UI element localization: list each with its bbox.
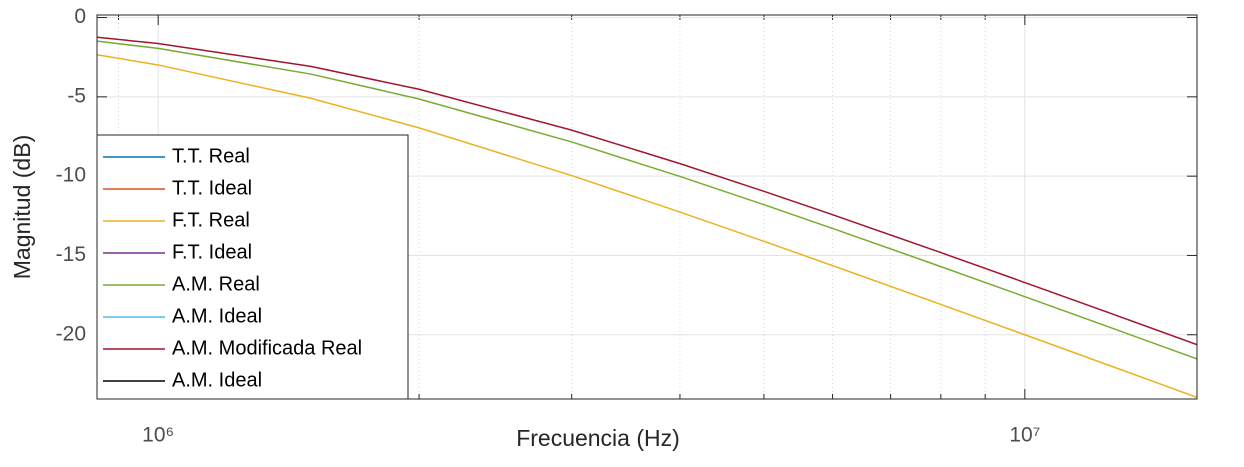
y-axis-label: Magnitud (dB)	[9, 135, 35, 279]
series-line	[97, 40, 1197, 360]
x-tick-label: 10⁷	[1009, 424, 1040, 447]
series-line	[97, 53, 1197, 399]
series-line	[97, 36, 1197, 346]
legend-label: A.M. Ideal	[172, 305, 262, 327]
x-axis-label: Frecuencia (Hz)	[516, 425, 680, 451]
legend-box	[96, 134, 409, 400]
legend-label: F.T. Real	[172, 209, 250, 231]
legend-label: A.M. Modificada Real	[172, 337, 362, 359]
x-tick-label: 10⁶	[142, 424, 174, 447]
legend-label: A.M. Real	[172, 273, 260, 295]
y-tick-label: -5	[67, 84, 86, 107]
legend-label: T.T. Real	[172, 145, 250, 167]
legend-label: A.M. Ideal	[172, 369, 262, 391]
y-tick-label: -15	[56, 243, 86, 266]
y-tick-label: -10	[56, 164, 86, 187]
y-tick-label: -20	[56, 322, 86, 345]
plot	[97, 36, 1197, 399]
legend-label: T.T. Ideal	[172, 177, 252, 199]
legend-label: F.T. Ideal	[172, 241, 252, 263]
y-tick-label: 0	[74, 5, 86, 28]
